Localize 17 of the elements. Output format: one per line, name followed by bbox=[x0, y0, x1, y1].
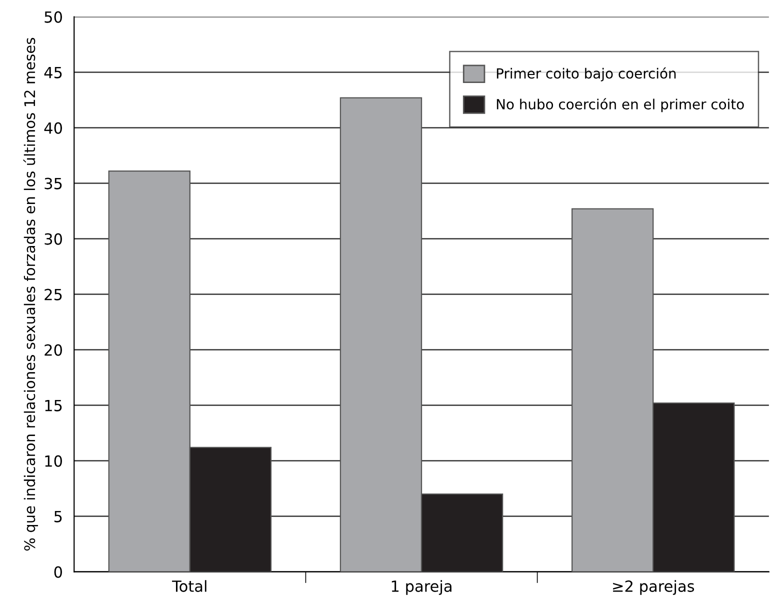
y-axis-title: % que indicaron relaciones sexuales forzadas en los últimos 12 meses bbox=[23, 38, 38, 551]
x-tick-label: ≥2 parejas bbox=[613, 580, 694, 595]
legend-label: No hubo coerción en el primer coito bbox=[496, 98, 744, 112]
y-tick-label: 20 bbox=[44, 344, 62, 356]
y-tick-label: 45 bbox=[44, 66, 62, 78]
y-tick-label: 35 bbox=[44, 178, 62, 190]
y-tick-label: 50 bbox=[44, 11, 62, 23]
legend-label: Primer coito bajo coerción bbox=[496, 67, 676, 82]
y-tick-label: 5 bbox=[54, 510, 62, 522]
y-tick-label: 40 bbox=[44, 122, 62, 134]
y-tick-label: 30 bbox=[44, 233, 62, 245]
y-tick-label: 25 bbox=[44, 288, 62, 300]
x-tick-label: Total bbox=[172, 580, 206, 592]
y-tick-label: 15 bbox=[45, 400, 62, 412]
y-tick-label: 10 bbox=[45, 455, 62, 467]
x-tick-label: 1 pareja bbox=[392, 580, 452, 595]
y-tick-label: 0 bbox=[54, 566, 62, 578]
